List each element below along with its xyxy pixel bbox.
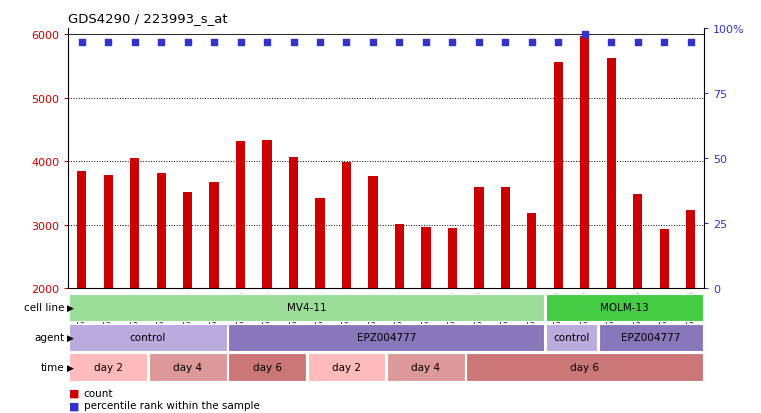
Point <box>446 40 458 46</box>
Bar <box>686 210 696 289</box>
Bar <box>77 171 86 289</box>
Point <box>208 40 220 46</box>
Point <box>499 40 511 46</box>
Point <box>578 32 591 38</box>
Text: ▶: ▶ <box>67 303 74 312</box>
Point <box>526 40 538 46</box>
Text: day 4: day 4 <box>174 362 202 372</box>
Text: day 2: day 2 <box>94 362 123 372</box>
Text: MOLM-13: MOLM-13 <box>600 303 649 313</box>
Text: EPZ004777: EPZ004777 <box>356 332 416 342</box>
Bar <box>103 176 113 289</box>
Bar <box>183 192 193 289</box>
Bar <box>474 188 483 289</box>
Text: GDS4290 / 223993_s_at: GDS4290 / 223993_s_at <box>68 12 228 25</box>
Bar <box>527 214 537 289</box>
Text: percentile rank within the sample: percentile rank within the sample <box>84 400 260 410</box>
Text: day 2: day 2 <box>332 362 361 372</box>
Text: control: control <box>129 332 166 342</box>
Bar <box>607 59 616 289</box>
Point <box>420 40 432 46</box>
Bar <box>447 228 457 289</box>
Bar <box>368 176 377 289</box>
Bar <box>236 142 245 289</box>
Text: ■: ■ <box>68 400 79 410</box>
Point <box>234 40 247 46</box>
Bar <box>660 229 669 289</box>
Point <box>473 40 485 46</box>
Point <box>288 40 300 46</box>
Text: ▶: ▶ <box>67 333 74 342</box>
Point <box>658 40 670 46</box>
Point <box>340 40 352 46</box>
Text: count: count <box>84 388 113 398</box>
Bar <box>554 63 563 289</box>
Text: agent: agent <box>34 332 65 342</box>
Text: time: time <box>41 362 65 372</box>
Text: cell line: cell line <box>24 303 65 313</box>
Text: ■: ■ <box>68 388 79 398</box>
Bar <box>501 188 510 289</box>
Bar <box>342 163 351 289</box>
Point <box>632 40 644 46</box>
Text: day 6: day 6 <box>570 362 599 372</box>
Text: MV4-11: MV4-11 <box>287 303 326 313</box>
Text: day 4: day 4 <box>412 362 441 372</box>
Bar <box>315 198 325 289</box>
Point <box>261 40 273 46</box>
Bar <box>209 182 218 289</box>
Point <box>685 40 697 46</box>
Bar <box>130 159 139 289</box>
Bar <box>263 141 272 289</box>
Bar <box>633 195 642 289</box>
Text: control: control <box>553 332 590 342</box>
Text: day 6: day 6 <box>253 362 282 372</box>
Point <box>367 40 379 46</box>
Bar <box>157 173 166 289</box>
Bar <box>422 228 431 289</box>
Text: ▶: ▶ <box>67 363 74 372</box>
Bar <box>395 224 404 289</box>
Point <box>102 40 114 46</box>
Bar <box>580 37 590 289</box>
Bar <box>289 157 298 289</box>
Point <box>75 40 88 46</box>
Point <box>129 40 141 46</box>
Text: EPZ004777: EPZ004777 <box>621 332 680 342</box>
Point <box>393 40 406 46</box>
Point <box>155 40 167 46</box>
Point <box>605 40 617 46</box>
Point <box>314 40 326 46</box>
Point <box>552 40 565 46</box>
Point <box>182 40 194 46</box>
